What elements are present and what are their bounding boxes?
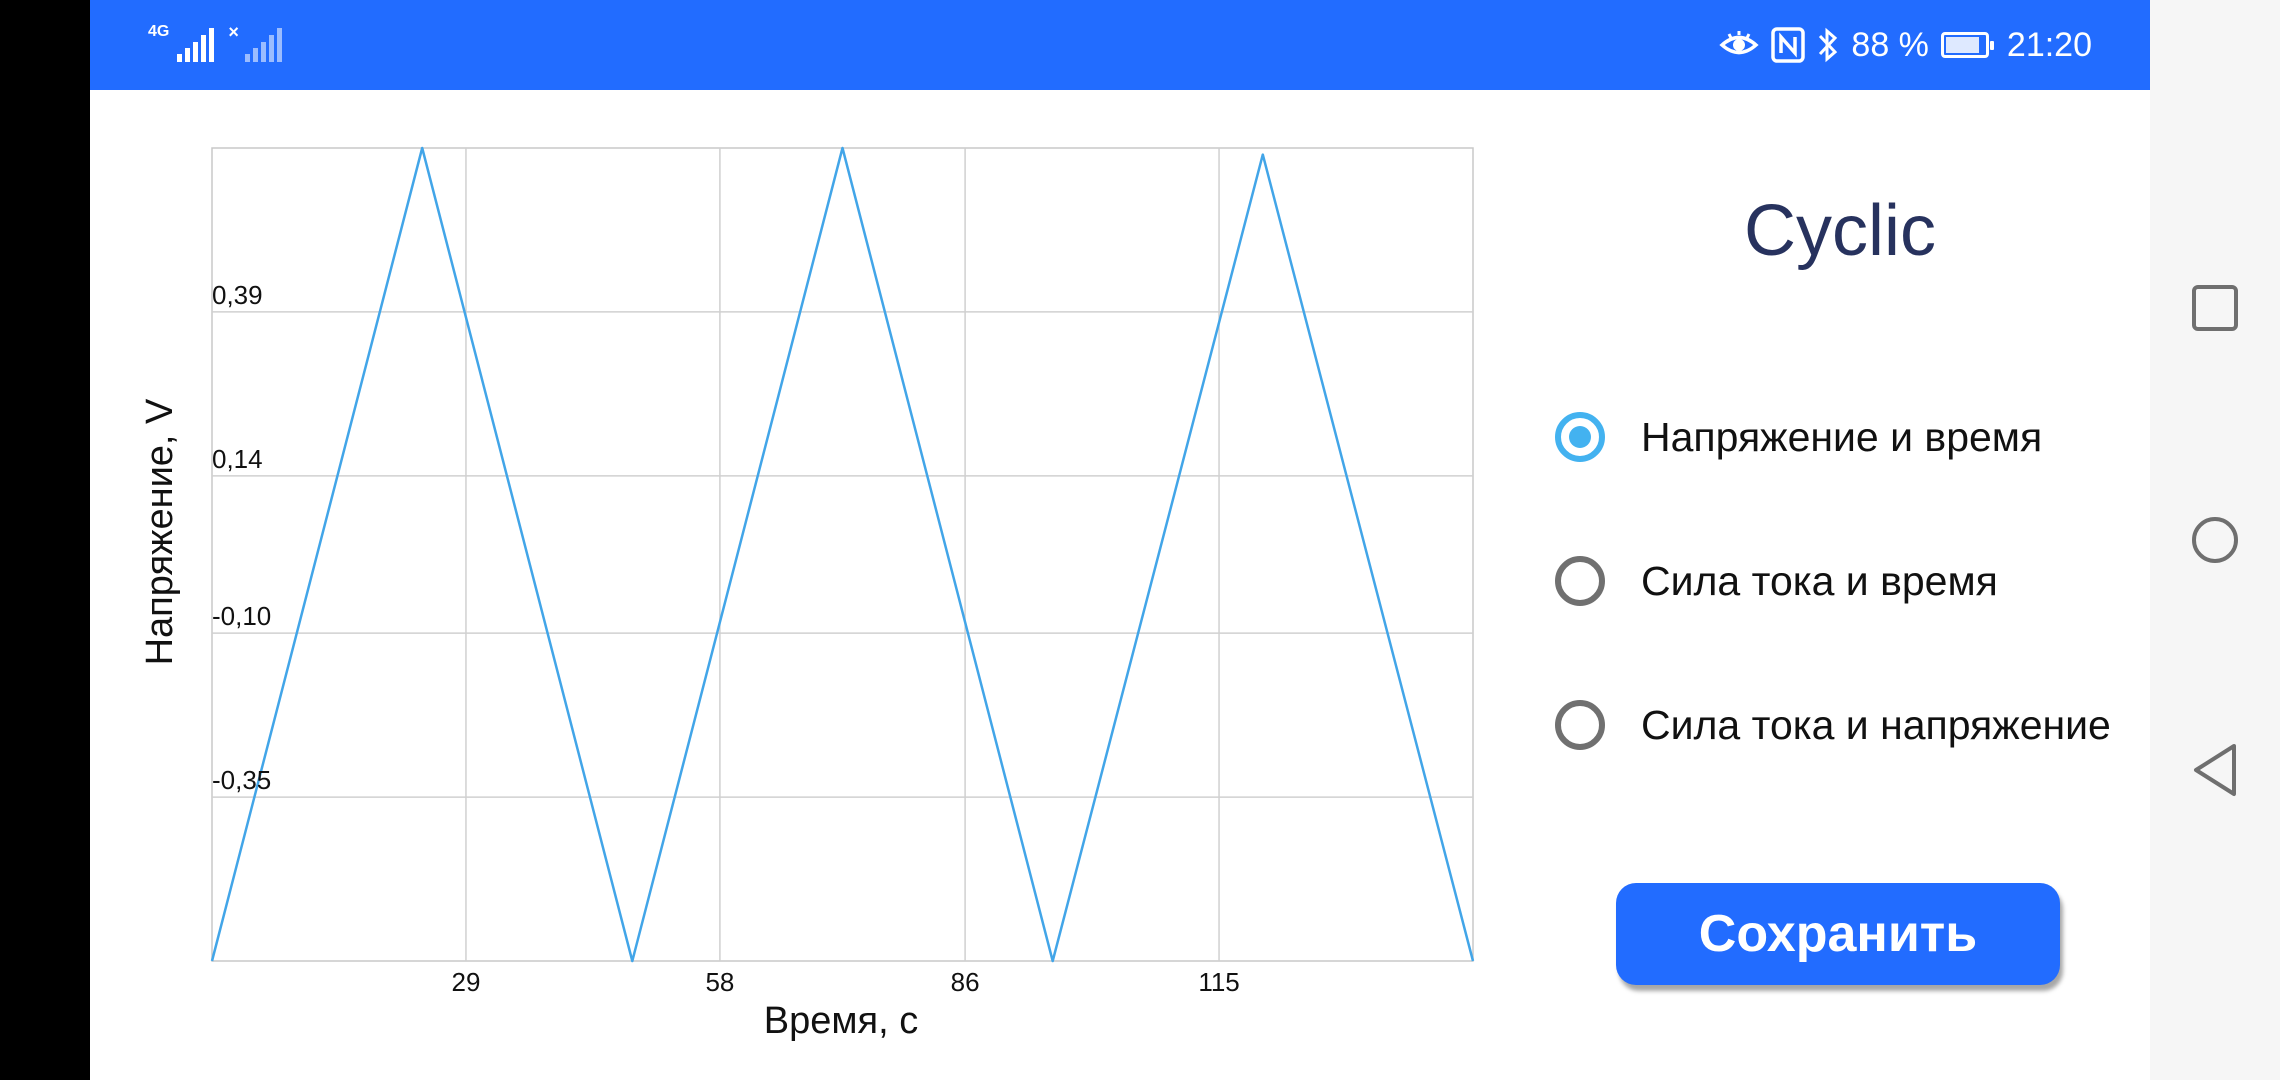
plot-frame <box>211 147 1474 962</box>
signal-indicators: 4G × <box>148 22 282 62</box>
y-tick-label: -0,35 <box>212 765 271 795</box>
option-label: Сила тока и напряжение <box>1641 701 2111 748</box>
chart-series <box>210 146 1475 963</box>
x-tick-labels: 29 58 86 115 <box>451 967 1239 997</box>
home-icon[interactable] <box>2190 515 2240 565</box>
options-panel: Cyclic Напряжение и время Сила тока и вр… <box>1520 90 2150 1080</box>
y-tick-label: 0,14 <box>212 444 263 474</box>
save-button[interactable]: Сохранить <box>1616 883 2060 985</box>
navigation-bar <box>2150 0 2280 1080</box>
voltage-time-chart: 0,39 0,14 -0,10 -0,35 29 58 86 115 Время, с На… <box>139 146 1475 1042</box>
signal-empty-icon <box>244 28 282 62</box>
x-axis-label: Время, с <box>764 1000 918 1042</box>
option-voltage-time[interactable]: Напряжение и время <box>1555 412 2042 462</box>
radio-voltage-time[interactable] <box>1555 412 1605 462</box>
radio-current-voltage[interactable] <box>1555 700 1605 750</box>
status-icons: 88 % 21:20 <box>1719 20 2092 70</box>
x-tick-label: 86 <box>951 967 980 997</box>
x-tick-label: 58 <box>705 967 734 997</box>
signal-no-sim-icon: × <box>228 22 239 42</box>
bluetooth-icon <box>1819 27 1838 63</box>
back-icon[interactable] <box>2190 742 2240 798</box>
option-label: Напряжение и время <box>1641 413 2043 460</box>
battery-percent: 88 % <box>1851 25 1929 64</box>
y-axis-label: Напряжение, V <box>139 398 181 665</box>
network-type: 4G <box>148 23 170 40</box>
eye-comfort-icon <box>1719 31 1760 55</box>
chart-grid <box>211 147 1474 962</box>
option-label: Сила тока и время <box>1641 557 1998 604</box>
signal-4g-icon <box>177 28 215 62</box>
clock: 21:20 <box>2006 25 2092 64</box>
y-tick-labels: 0,39 0,14 -0,10 -0,35 <box>212 280 271 795</box>
recent-apps-icon[interactable] <box>2190 283 2240 333</box>
y-tick-label: 0,39 <box>212 280 263 310</box>
option-current-voltage[interactable]: Сила тока и напряжение <box>1555 700 2111 750</box>
battery-level-fill <box>1945 37 1980 53</box>
radio-current-time[interactable] <box>1555 556 1605 606</box>
y-tick-label: -0,10 <box>212 601 271 631</box>
battery-charging-icon <box>1940 32 1994 58</box>
option-current-time[interactable]: Сила тока и время <box>1555 556 1998 606</box>
status-bar: 4G × 88 % 21:20 <box>90 0 2150 90</box>
voltage-series-line <box>210 146 1475 963</box>
left-black-bar <box>0 0 90 1080</box>
nfc-icon <box>1771 27 1806 63</box>
x-tick-label: 29 <box>451 967 480 997</box>
page-title: Cyclic <box>1744 191 1936 271</box>
x-tick-label: 115 <box>1198 967 1239 997</box>
